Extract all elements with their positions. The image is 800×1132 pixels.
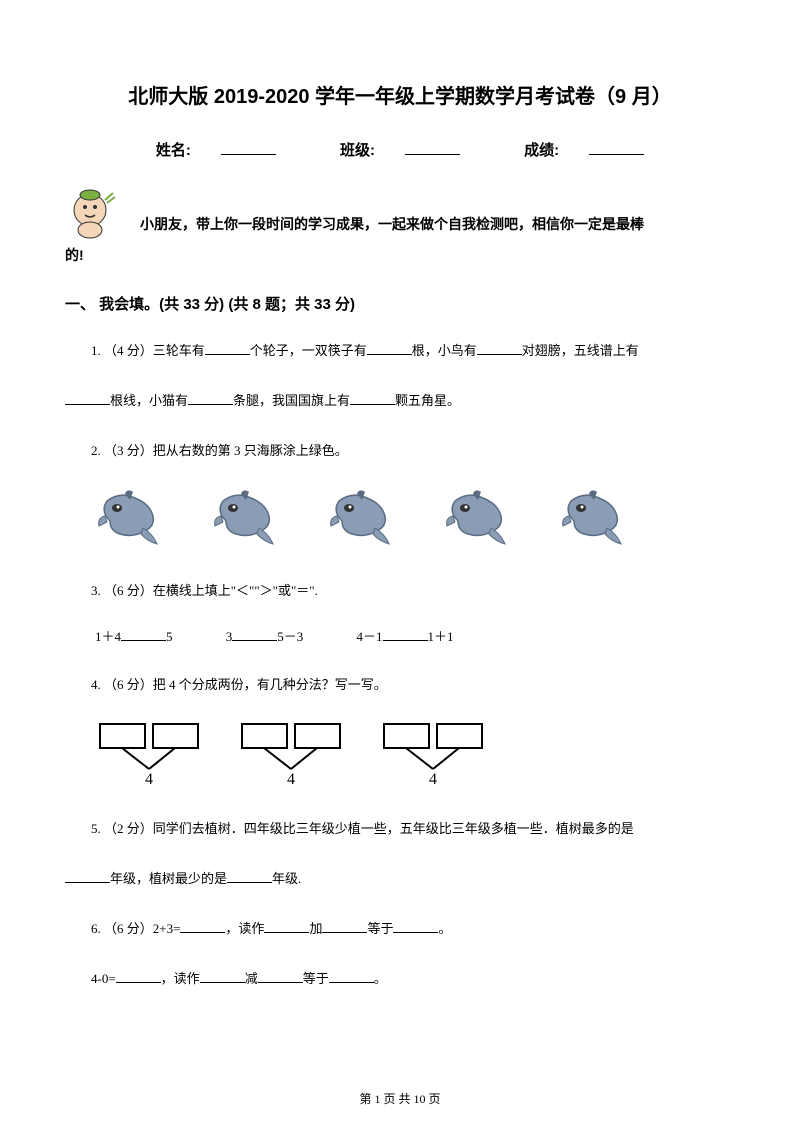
split-diagram-icon: 4: [95, 719, 205, 789]
question-6-line1: 6. （6 分）2+3=，读作加等于。: [65, 914, 735, 944]
question-5: 5. （2 分）同学们去植树．四年级比三年级少植一些，五年级比三年级多植一些．植…: [65, 814, 735, 844]
dolphin-icon: [211, 486, 279, 551]
page-title: 北师大版 2019-2020 学年一年级上学期数学月考试卷（9 月）: [65, 80, 735, 109]
dolphin-icon: [327, 486, 395, 551]
dolphin-row: [95, 486, 735, 551]
intro-text-1: 小朋友，带上你一段时间的学习成果，一起来做个自我检测吧，相信你一定是最棒: [140, 209, 644, 240]
name-label: 姓名:: [156, 142, 191, 159]
svg-text:4: 4: [145, 771, 153, 788]
question-2: 2. （3 分）把从右数的第 3 只海豚涂上绿色。: [65, 436, 735, 466]
split-diagrams: 4 4 4: [95, 719, 735, 789]
student-info: 姓名: 班级: 成绩:: [65, 139, 735, 160]
question-1: 1. （4 分）三轮车有个轮子，一双筷子有根，小鸟有对翅膀，五线谱上有: [65, 336, 735, 366]
question-3-expressions: 1＋45 35－3 4－11＋1: [95, 626, 735, 645]
mascot-icon: [65, 185, 120, 240]
section-1-title: 一、 我会填。(共 33 分) (共 8 题；共 33 分): [65, 293, 735, 314]
class-label: 班级:: [340, 142, 375, 159]
question-1-cont: 根线，小猫有条腿，我国国旗上有颗五角星。: [65, 386, 735, 416]
split-diagram-icon: 4: [237, 719, 347, 789]
svg-text:4: 4: [429, 771, 437, 788]
dolphin-icon: [95, 486, 163, 551]
question-5-cont: 年级，植树最少的是年级.: [65, 864, 735, 894]
page-footer: 第 1 页 共 10 页: [0, 1090, 800, 1107]
split-diagram-icon: 4: [379, 719, 489, 789]
dolphin-icon: [443, 486, 511, 551]
intro-text-2: 的!: [65, 245, 735, 265]
score-label: 成绩:: [524, 142, 559, 159]
question-3: 3. （6 分）在横线上填上"＜""＞"或"＝".: [65, 576, 735, 606]
svg-text:4: 4: [287, 771, 295, 788]
question-4: 4. （6 分）把 4 个分成两份，有几种分法？写一写。: [65, 670, 735, 700]
dolphin-icon: [559, 486, 627, 551]
question-6-line2: 4-0=，读作减等于。: [65, 964, 735, 994]
